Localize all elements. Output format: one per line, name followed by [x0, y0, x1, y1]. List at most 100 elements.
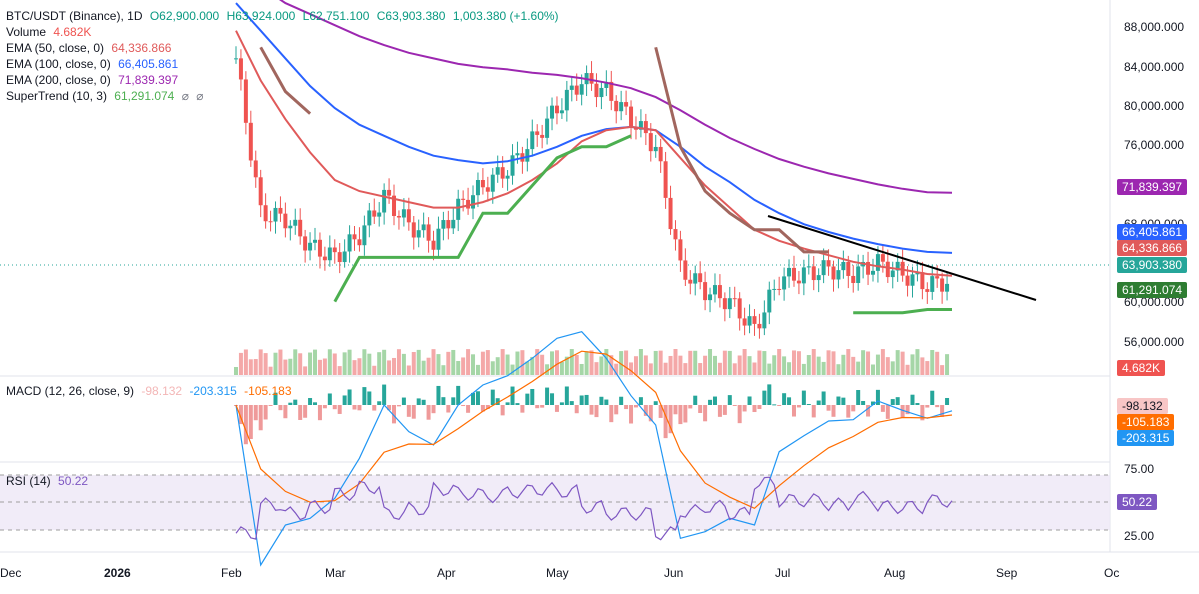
- macd-hist-bar: [495, 398, 500, 405]
- macd-hist-bar: [298, 405, 303, 420]
- volume-bar: [910, 354, 915, 375]
- volume-bar: [461, 357, 466, 375]
- volume-bar: [436, 354, 441, 375]
- macd-hist-bar: [648, 405, 653, 422]
- volume-bar: [594, 362, 599, 375]
- volume-bar: [584, 351, 589, 375]
- candle-body: [500, 167, 505, 179]
- candle-body: [722, 298, 727, 310]
- macd-hist-bar: [480, 405, 485, 412]
- volume-bar: [382, 349, 387, 375]
- volume-bar: [313, 349, 318, 375]
- volume-bar: [322, 358, 327, 375]
- volume-bar: [545, 364, 550, 375]
- volume-bar: [401, 353, 406, 375]
- volume-bar: [550, 351, 555, 375]
- macd-hist-bar: [554, 405, 559, 412]
- candle-body: [362, 225, 367, 246]
- candle-body: [387, 189, 392, 196]
- volume-bar: [905, 364, 910, 375]
- macd-hist-bar: [466, 405, 471, 413]
- macd-hist-bar: [678, 405, 683, 425]
- candle-body: [737, 298, 742, 319]
- macd-signal-badge: -105.183: [1117, 414, 1175, 430]
- volume-bar: [604, 349, 609, 375]
- supertrend-up-line: [333, 134, 952, 315]
- volume-bar: [396, 349, 401, 375]
- volume-bar: [614, 363, 619, 375]
- macd-hist-bar: [856, 389, 861, 405]
- candle-body: [609, 81, 614, 101]
- volume-bar: [362, 349, 367, 375]
- volume-bar: [826, 350, 831, 375]
- legend-supertrend-row[interactable]: SuperTrend (10, 3) 61,291.074 ⌀ ⌀: [6, 89, 208, 104]
- volume-bar: [298, 353, 303, 375]
- volume-bar: [925, 361, 930, 375]
- macd-hist-bar: [317, 405, 322, 421]
- volume-bar: [653, 350, 658, 375]
- macd-hist-bar: [535, 405, 540, 409]
- macd-hist-bar: [880, 405, 885, 412]
- candle-body: [782, 276, 787, 290]
- candle-body: [342, 251, 347, 263]
- macd-hist-bar: [545, 387, 550, 405]
- macd-hist-bar: [796, 405, 801, 408]
- symbol-label[interactable]: BTC/USDT (Binance), 1D: [6, 9, 143, 23]
- macd-hist-bar: [308, 398, 313, 405]
- candle-body: [846, 262, 851, 276]
- last-price-badge: 63,903.380: [1117, 257, 1188, 273]
- macd-hist-bar: [806, 404, 811, 406]
- legend-ema50-row[interactable]: EMA (50, close, 0) 64,336.866: [6, 41, 175, 56]
- candle-body: [624, 102, 629, 107]
- candle-body: [905, 275, 910, 286]
- candle-body: [298, 219, 303, 237]
- trend-line[interactable]: [767, 215, 1037, 301]
- macd-hist-bar: [401, 397, 406, 405]
- macd-hist-bar: [490, 389, 495, 405]
- volume-bar: [253, 359, 258, 375]
- candle-body: [698, 273, 703, 283]
- ema100-price-badge: 66,405.861: [1117, 224, 1188, 240]
- volume-bar: [574, 354, 579, 375]
- volume-bar: [747, 356, 752, 375]
- ohlc-change: 1,003.380 (+1.60%): [452, 9, 559, 23]
- volume-bar: [317, 359, 322, 375]
- eye-off-icon-2[interactable]: ⌀: [196, 89, 204, 103]
- volume-bar: [619, 351, 624, 375]
- candle-body: [554, 105, 559, 114]
- volume-bar: [821, 361, 826, 375]
- volume-bar: [451, 349, 456, 375]
- volume-bar: [767, 363, 772, 375]
- macd-hist-bar: [643, 405, 648, 416]
- volume-bar: [920, 357, 925, 375]
- volume-bar: [851, 356, 856, 375]
- candle-body: [757, 323, 762, 329]
- legend-rsi-row[interactable]: RSI (14) 50.22: [6, 474, 92, 489]
- legend-ema200-row[interactable]: EMA (200, close, 0) 71,839.397: [6, 73, 182, 88]
- candle-body: [940, 278, 945, 292]
- macd-hist-bar: [525, 393, 530, 405]
- candle-body: [436, 228, 441, 250]
- candle-body: [945, 283, 950, 292]
- volume-bar: [668, 355, 673, 375]
- candle-body: [663, 161, 668, 198]
- volume-bar: [238, 352, 243, 375]
- candle-body: [767, 289, 772, 313]
- candle-body: [327, 247, 332, 261]
- volume-bar: [515, 351, 520, 375]
- volume-bar: [875, 354, 880, 375]
- volume-bar: [930, 349, 935, 375]
- volume-bar: [688, 350, 693, 375]
- volume-bar: [406, 365, 411, 375]
- legend-ema100-row[interactable]: EMA (100, close, 0) 66,405.861: [6, 57, 182, 72]
- candle-body: [673, 229, 678, 240]
- legend-volume-row[interactable]: Volume 4.682K: [6, 25, 95, 40]
- legend-macd-row[interactable]: MACD (12, 26, close, 9) -98.132 -203.315…: [6, 384, 296, 399]
- macd-hist-bar: [821, 391, 826, 405]
- volume-bar: [485, 350, 490, 375]
- macd-hist-bar: [752, 405, 757, 413]
- eye-off-icon[interactable]: ⌀: [181, 89, 189, 103]
- macd-hist-bar: [925, 405, 930, 408]
- macd-hist-bar: [451, 397, 456, 405]
